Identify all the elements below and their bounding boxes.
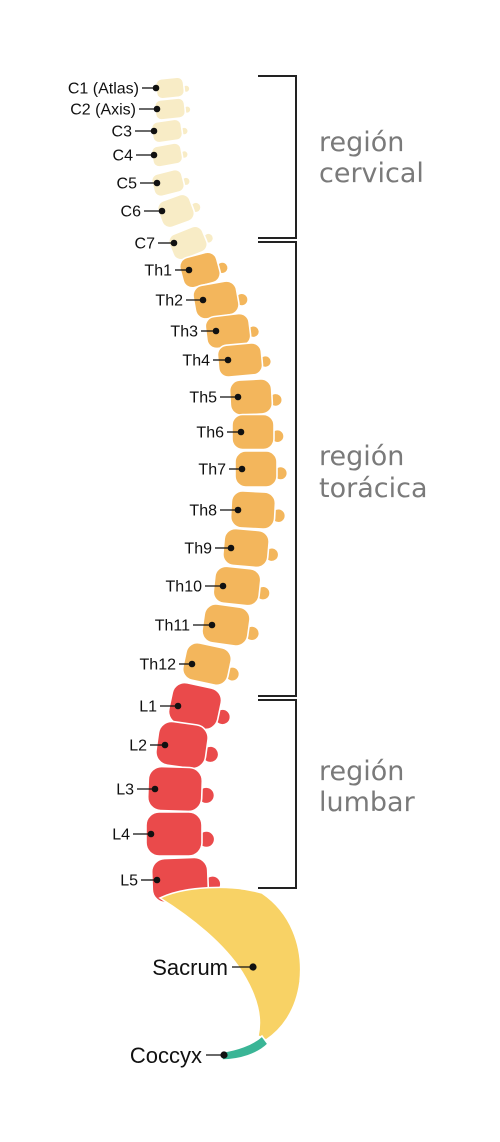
lumbar-region-label-line2: lumbar (319, 787, 416, 818)
vertebra-c4-leader-dot (150, 151, 158, 159)
lumbar-region-label-line1: región (319, 756, 404, 787)
vertebra-l4-leader-dot (147, 830, 155, 838)
label-leaders (133, 84, 246, 884)
vertebra-l1-leader-dot (174, 702, 182, 710)
sacrum-label: Sacrum (152, 955, 228, 980)
vertebra-th2-leader-dot (199, 296, 207, 304)
vertebra-c7-leader-dot (170, 239, 178, 247)
vertebra-label-c2: C2 (Axis) (70, 102, 136, 119)
vertebra-label-l1: L1 (139, 699, 157, 716)
vertebra-label-th3: Th3 (170, 324, 198, 341)
vertebra-th11-leader-dot (208, 621, 216, 629)
vertebra-th1-leader-dot (185, 266, 193, 274)
vertebra-th9-leader-dot (227, 544, 235, 552)
coccyx-label: Coccyx (130, 1043, 202, 1068)
cervical-region-label-line2: cervical (319, 158, 424, 189)
vertebra-label-l5: L5 (120, 873, 138, 890)
vertebra-label-th2: Th2 (155, 293, 183, 310)
vertebra-label-th10: Th10 (166, 579, 203, 596)
vertebral-column (145, 76, 289, 904)
vertebra-l1 (167, 681, 232, 731)
vertebra-th12 (181, 641, 241, 687)
vertebra-label-c6: C6 (121, 204, 142, 221)
vertebra-th5-leader-dot (234, 393, 242, 401)
vertebra-c1 (154, 76, 191, 100)
vertebra-labels: C1 (Atlas) C2 (Axis) C3 C4 C5 C6 C7 Th1 Th2 Th3 Th… (68, 81, 226, 890)
thoracic-region-label-line1: región (319, 441, 404, 472)
cervical-region-label-line1: región (319, 127, 404, 158)
lumbar-bracket (258, 699, 297, 889)
vertebra-th2 (192, 280, 249, 320)
vertebra-label-l4: L4 (112, 827, 130, 844)
vertebra-l5-leader-dot (153, 876, 161, 884)
vertebra-label-l2: L2 (129, 738, 147, 755)
vertebra-th4-body (216, 342, 264, 378)
thoracic-region-label-line2: torácica (319, 473, 428, 504)
vertebra-label-th6: Th6 (196, 425, 224, 442)
vertebra-th8-body (229, 490, 277, 530)
vertebra-th4 (216, 342, 273, 378)
vertebra-label-th8: Th8 (189, 503, 217, 520)
vertebra-th9 (222, 527, 280, 569)
vertebra-c6-leader-dot (158, 207, 166, 215)
vertebra-th4-leader-dot (224, 356, 232, 364)
thoracic-bracket (258, 241, 297, 697)
vertebra-label-th12: Th12 (140, 657, 177, 674)
cervical-bracket (258, 75, 297, 239)
vertebra-th9-body (222, 527, 270, 569)
vertebra-c5-leader-dot (153, 179, 161, 187)
vertebra-l3-leader-dot (151, 785, 159, 793)
vertebra-th11-body (201, 603, 251, 647)
vertebra-c6 (156, 193, 202, 229)
coccyx-bone (221, 1034, 270, 1061)
vertebra-c1-body (154, 76, 186, 100)
vertebra-label-c3: C3 (112, 124, 133, 141)
vertebra-th12-leader-dot (188, 660, 196, 668)
vertebra-l2 (155, 720, 220, 770)
vertebra-th12-body (181, 641, 233, 687)
vertebra-th10-body (212, 565, 262, 607)
sacrum-bone (158, 886, 302, 1041)
vertebra-c6-body (156, 193, 196, 229)
vertebra-label-th11: Th11 (155, 618, 190, 635)
vertebra-label-th1: Th1 (144, 263, 172, 280)
vertebra-l3-body (146, 765, 204, 813)
vertebra-l3 (146, 765, 216, 813)
vertebra-c4 (150, 142, 190, 168)
coccyx-leader-dot (220, 1051, 228, 1059)
vertebra-l2-leader-dot (161, 741, 169, 749)
vertebra-th10-leader-dot (219, 582, 227, 590)
vertebra-c5-body (150, 168, 186, 198)
vertebra-label-th5: Th5 (189, 390, 217, 407)
vertebra-label-c5: C5 (117, 176, 138, 193)
vertebra-label-c7: C7 (135, 236, 156, 253)
vertebra-l4-body (145, 811, 203, 857)
vertebra-l4 (145, 811, 216, 857)
vertebra-th3-leader-dot (212, 327, 220, 335)
vertebra-th6-leader-dot (237, 428, 245, 436)
vertebra-label-th4: Th4 (182, 353, 210, 370)
sacrum-leader-dot (249, 963, 257, 971)
vertebra-label-c4: C4 (113, 148, 134, 165)
vertebra-th8-leader-dot (234, 506, 242, 514)
vertebra-label-th7: Th7 (198, 462, 226, 479)
vertebra-c2 (153, 97, 192, 121)
vertebra-th7-leader-dot (238, 465, 246, 473)
vertebra-label-l3: L3 (116, 782, 134, 799)
vertebra-label-c1: C1 (Atlas) (68, 81, 139, 98)
vertebra-c5 (150, 168, 192, 198)
vertebra-c2-leader-dot (153, 105, 161, 113)
vertebra-th11 (201, 603, 261, 647)
vertebra-th10 (212, 565, 271, 607)
vertebra-th8 (229, 490, 287, 530)
vertebra-c1-leader-dot (152, 84, 160, 92)
vertebra-c3-leader-dot (150, 127, 158, 135)
vertebra-label-th9: Th9 (184, 541, 212, 558)
